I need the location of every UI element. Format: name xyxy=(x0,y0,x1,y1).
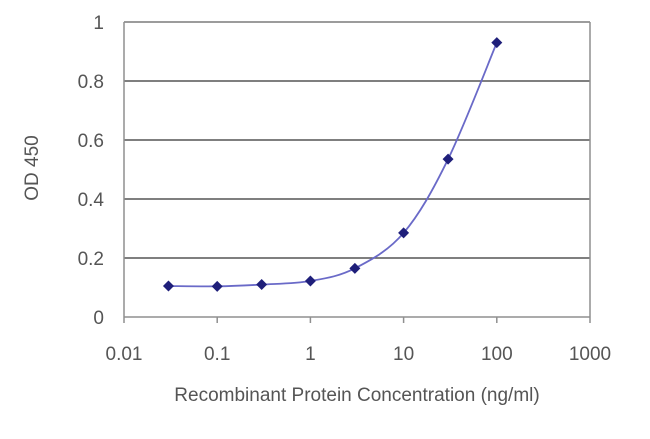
grid-layer xyxy=(124,21,590,259)
data-point-1 xyxy=(211,280,223,292)
data-point-6 xyxy=(442,153,454,165)
y-tick-label-2: 0.4 xyxy=(78,190,105,211)
y-tick-label-3: 0.6 xyxy=(78,131,104,152)
x-tick-label-5: 1000 xyxy=(569,344,611,365)
data-point-7 xyxy=(491,37,503,49)
x-tick-label-4: 100 xyxy=(481,344,513,365)
y-axis-title: OD 450 xyxy=(22,135,43,200)
x-tick-label-1: 0.1 xyxy=(204,344,230,365)
x-axis-title: Recombinant Protein Concentration (ng/ml… xyxy=(174,385,539,406)
axis-layer xyxy=(123,21,591,323)
series-0-line xyxy=(168,42,498,288)
label-layer: 0 0.2 0.4 0.6 0.8 1 0.01 0.1 1 10 100 1000 xyxy=(78,13,612,365)
data-point-2 xyxy=(256,279,268,291)
data-point-5 xyxy=(398,227,410,239)
x-tick-label-0: 0.01 xyxy=(106,344,143,365)
x-tick-label-2: 1 xyxy=(305,344,316,365)
data-point-4 xyxy=(349,262,361,274)
series-layer xyxy=(162,37,503,292)
y-tick-label-1: 0.2 xyxy=(78,249,104,270)
y-tick-label-0: 0 xyxy=(93,308,104,329)
y-tick-label-4: 0.8 xyxy=(78,72,104,93)
data-point-0 xyxy=(162,280,174,292)
y-tick-label-5: 1 xyxy=(93,13,104,34)
x-tick-label-3: 10 xyxy=(393,344,414,365)
data-point-3 xyxy=(304,275,316,287)
